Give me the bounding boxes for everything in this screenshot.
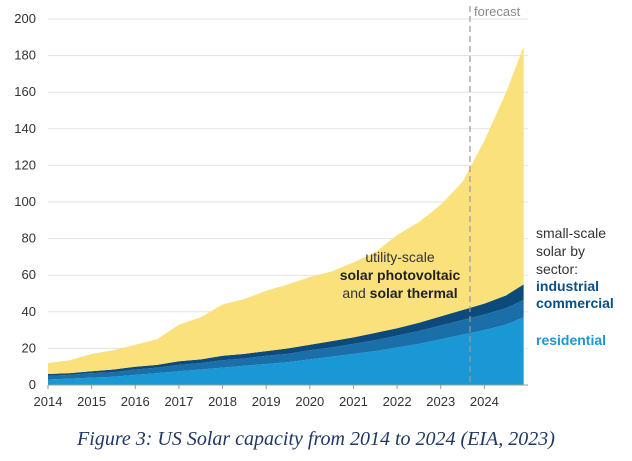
x-tick-label: 2020 [295, 394, 324, 409]
area-residential [48, 317, 524, 385]
utility-label-line3: and solar thermal [342, 285, 457, 301]
commercial-label: commercial [536, 295, 614, 311]
small-scale-label-line1: small-scale [536, 225, 606, 241]
x-tick-label: 2024 [470, 394, 499, 409]
x-tick-label: 2021 [339, 394, 368, 409]
y-tick-label: 120 [14, 157, 36, 172]
stacked-areas [48, 46, 524, 385]
y-axis-ticks: 0 20 40 60 80 100 120 140 160 180 200 [14, 11, 36, 392]
gridlines [48, 18, 528, 349]
y-tick-label: 140 [14, 121, 36, 136]
utility-label-and: and [342, 285, 369, 301]
x-tick-label: 2023 [426, 394, 455, 409]
x-tick-label: 2019 [252, 394, 281, 409]
x-tick-label: 2015 [77, 394, 106, 409]
figure-caption: Figure 3: US Solar capacity from 2014 to… [77, 428, 555, 450]
x-tick-label: 2018 [208, 394, 237, 409]
x-axis-ticks: 2014 2015 2016 2017 2018 2019 2020 2021 2022 2023… [34, 385, 499, 409]
area-commercial [48, 299, 524, 380]
solar-capacity-chart: 0 20 40 60 80 100 120 140 160 180 200 2014 2015 2016… [14, 4, 614, 409]
industrial-label: industrial [536, 278, 599, 294]
x-tick-label: 2014 [34, 394, 63, 409]
y-tick-label: 100 [14, 194, 36, 209]
x-tick-label: 2022 [383, 394, 412, 409]
y-tick-label: 20 [22, 340, 36, 355]
y-tick-label: 160 [14, 84, 36, 99]
x-tick-label: 2017 [164, 394, 193, 409]
area-utility [48, 46, 524, 375]
small-scale-label-line3: sector: [536, 261, 578, 277]
utility-label-line2: solar photovoltaic [340, 267, 461, 283]
utility-label-thermal: solar thermal [370, 285, 458, 301]
residential-label: residential [536, 332, 606, 348]
x-tick-label: 2016 [121, 394, 150, 409]
y-tick-label: 60 [22, 267, 36, 282]
y-tick-label: 80 [22, 231, 36, 246]
y-tick-label: 40 [22, 304, 36, 319]
small-scale-label-line2: solar by [536, 243, 585, 259]
y-tick-label: 200 [14, 11, 36, 26]
y-tick-label: 0 [29, 377, 36, 392]
forecast-label: forecast [474, 4, 521, 19]
y-tick-label: 180 [14, 48, 36, 63]
utility-label-line1: utility-scale [365, 249, 434, 265]
